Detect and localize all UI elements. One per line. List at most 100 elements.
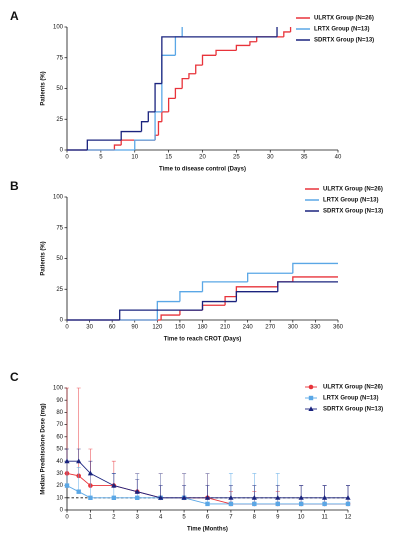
x-tick-label: 7	[229, 515, 233, 521]
y-tick-label: 0	[60, 508, 64, 514]
x-tick-label: 20	[199, 155, 206, 161]
step-segment	[283, 31, 291, 37]
x-tick-label: 0	[65, 325, 69, 331]
step-segment	[134, 139, 156, 150]
y-tick-label: 75	[56, 225, 63, 231]
error-bar	[76, 467, 81, 492]
x-tick-label: 5	[182, 515, 186, 521]
line	[67, 460, 348, 499]
y-tick-label: 0	[60, 148, 64, 154]
x-tick-label: 6	[206, 515, 210, 521]
data-point	[345, 501, 351, 507]
step-segment	[201, 304, 226, 311]
y-tick-label: 100	[53, 195, 64, 201]
data-point	[135, 495, 140, 500]
step-segment	[140, 121, 149, 132]
legend-label: SDRTX Group (N=13)	[314, 38, 374, 44]
data-point	[298, 495, 304, 500]
legend-label: ULRTX Group (N=26)	[323, 385, 383, 391]
data-point	[298, 501, 304, 507]
step-segment	[119, 309, 203, 320]
legend-label: LRTX Group (N=13)	[314, 27, 370, 33]
x-tick-label: 12	[345, 515, 352, 521]
data-point	[251, 495, 257, 500]
x-tick-label: 120	[152, 325, 163, 331]
data-point	[88, 495, 93, 500]
x-tick-label: 35	[301, 155, 308, 161]
y-tick-label: 10	[56, 495, 63, 501]
step-segment	[161, 36, 278, 84]
step-segment	[167, 97, 176, 112]
legend-label: SDRTX Group (N=13)	[323, 209, 383, 215]
step-segment	[120, 130, 142, 141]
data-point	[252, 501, 257, 507]
legend-marker	[308, 406, 314, 411]
step-segment	[179, 309, 203, 316]
panel-label: A	[10, 9, 19, 23]
y-tick-label: 100	[53, 25, 64, 31]
y-tick-label: 50	[56, 256, 63, 262]
step-segment	[174, 87, 183, 99]
y-tick-label: 80	[56, 410, 63, 416]
x-tick-label: 270	[265, 325, 276, 331]
data-point	[181, 495, 187, 500]
legend-marker	[308, 384, 314, 390]
step-segment	[160, 314, 180, 320]
y-tick-label: 0	[60, 318, 64, 324]
data-point	[64, 458, 70, 464]
y-tick-label: 25	[56, 287, 63, 293]
step-segment	[181, 78, 189, 89]
step-segment	[201, 54, 217, 66]
x-tick-label: 10	[298, 515, 305, 521]
x-tick-label: 180	[197, 325, 208, 331]
y-tick-label: 60	[56, 434, 63, 440]
step-segment	[277, 281, 338, 292]
line	[66, 485, 348, 505]
y-tick-label: 50	[56, 447, 63, 453]
data-point	[204, 495, 211, 500]
y-tick-label: 50	[56, 86, 63, 92]
x-tick-label: 30	[267, 155, 274, 161]
step-segment	[249, 41, 257, 46]
y-tick-label: 100	[53, 386, 64, 392]
data-point	[228, 495, 234, 500]
step-segment	[188, 73, 196, 79]
data-point	[205, 501, 210, 507]
step-segment	[161, 111, 169, 122]
data-point	[64, 483, 70, 488]
x-tick-label: 3	[136, 515, 140, 521]
x-tick-label: 330	[310, 325, 321, 331]
data-point	[345, 495, 351, 500]
x-tick-label: 4	[159, 515, 163, 521]
step-segment	[215, 49, 237, 56]
x-tick-label: 240	[243, 325, 254, 331]
y-tick-label: 40	[56, 459, 63, 465]
x-tick-label: 1	[89, 515, 93, 521]
legend-label: LRTX Group (N=13)	[323, 198, 379, 204]
legend-label: LRTX Group (N=13)	[323, 396, 379, 402]
data-point	[322, 501, 327, 507]
x-tick-label: 10	[131, 155, 138, 161]
x-tick-label: 11	[321, 515, 328, 521]
data-point	[275, 501, 280, 507]
data-point	[76, 458, 82, 464]
x-tick-label: 150	[175, 325, 186, 331]
x-tick-label: 300	[288, 325, 299, 331]
step-segment	[120, 139, 156, 146]
y-tick-label: 30	[56, 471, 63, 477]
y-axis-label: Median Prednisolone Dose (mg)	[41, 403, 47, 494]
x-tick-label: 0	[65, 515, 69, 521]
x-axis-label: Time to reach CROT (Days)	[164, 337, 242, 343]
y-tick-label: 75	[56, 55, 63, 61]
data-point	[134, 488, 140, 494]
x-tick-label: 30	[86, 325, 93, 331]
x-tick-label: 90	[131, 325, 138, 331]
step-segment	[247, 272, 293, 282]
step-segment	[235, 44, 250, 51]
step-segment	[256, 36, 284, 42]
step-segment	[113, 144, 122, 150]
x-tick-label: 15	[165, 155, 172, 161]
data-point	[76, 489, 81, 494]
data-point	[158, 495, 164, 500]
